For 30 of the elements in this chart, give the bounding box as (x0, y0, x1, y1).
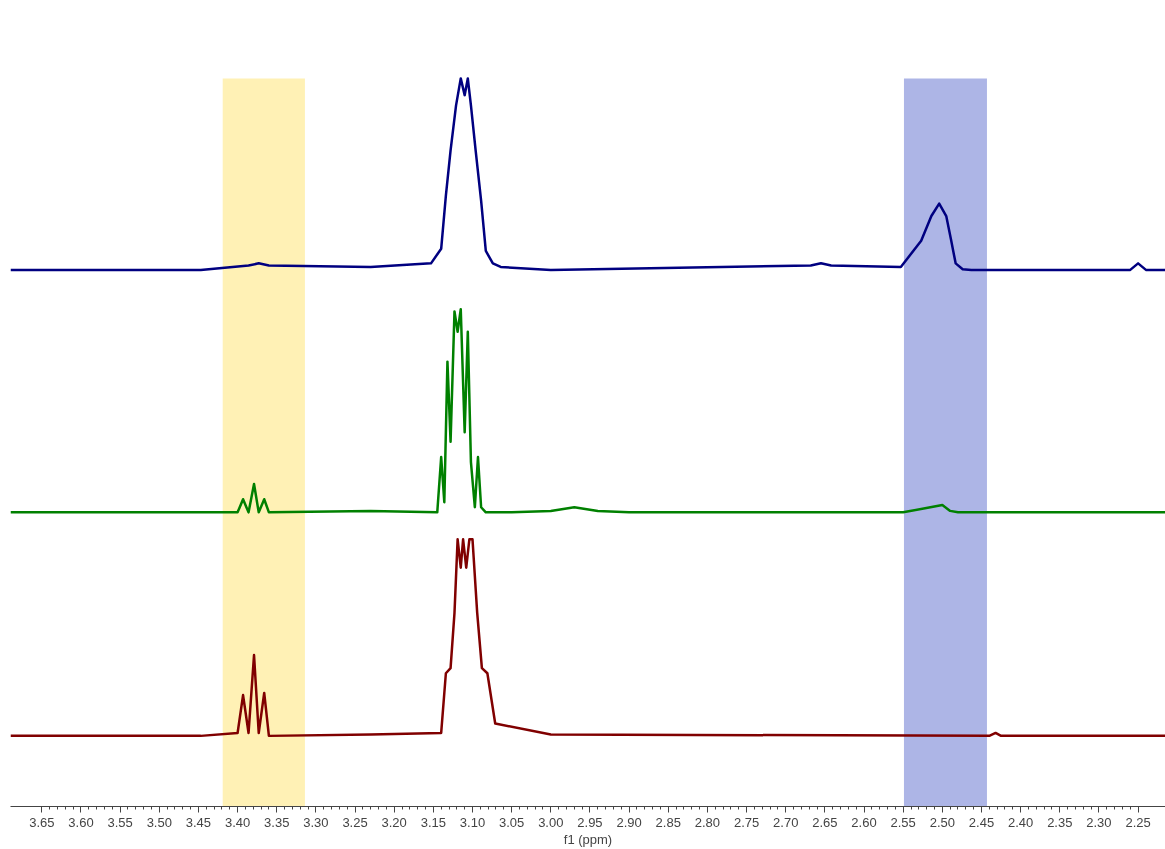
x-tick-label: 3.05 (499, 814, 525, 830)
x-tick-label: 3.00 (538, 814, 564, 830)
x-tick-label: 2.35 (1047, 814, 1073, 830)
x-tick-label: 2.25 (1125, 814, 1151, 830)
x-tick-label: 3.60 (68, 814, 94, 830)
x-tick-label: 3.50 (146, 814, 172, 830)
x-tick-label: 3.15 (420, 814, 447, 830)
x-tick-label: 2.85 (655, 814, 681, 830)
x-tick-label: 2.55 (890, 814, 916, 830)
x-tick-label: 3.40 (224, 814, 251, 830)
x-tick-label: 3.10 (459, 814, 486, 830)
x-tick-label: 2.50 (929, 814, 955, 830)
x-tick-label: 2.95 (577, 814, 603, 830)
x-tick-label: 3.65 (29, 814, 55, 830)
x-tick-label: 3.55 (107, 814, 133, 830)
x-tick-label: 2.65 (812, 814, 838, 830)
x-tick-label: 2.75 (733, 814, 760, 830)
x-tick-label: 2.40 (1007, 814, 1034, 830)
x-tick-label: 3.45 (185, 814, 212, 830)
x-tick-label: 3.30 (303, 814, 329, 830)
x-axis-title: f1 (ppm) (563, 831, 613, 847)
x-tick-label: 2.90 (616, 814, 642, 830)
x-tick-label: 3.35 (264, 814, 290, 830)
x-tick-label: 3.25 (342, 814, 368, 830)
x-tick-label: 3.20 (381, 814, 407, 830)
x-tick-label: 2.70 (773, 814, 799, 830)
x-tick-label: 2.30 (1086, 814, 1112, 830)
x-tick-label: 2.60 (851, 814, 877, 830)
x-tick-label: 2.80 (694, 814, 721, 830)
x-tick-label: 2.45 (968, 814, 995, 830)
